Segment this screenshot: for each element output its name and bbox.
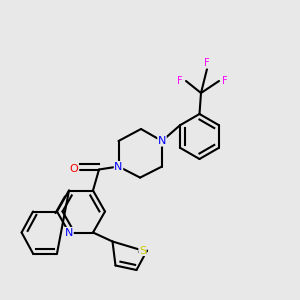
Text: S: S [139, 245, 146, 256]
Text: F: F [204, 58, 210, 68]
Text: N: N [158, 136, 166, 146]
Text: N: N [65, 227, 73, 238]
Text: F: F [177, 76, 183, 86]
Text: F: F [222, 76, 228, 86]
Text: O: O [69, 164, 78, 175]
Text: N: N [114, 161, 123, 172]
